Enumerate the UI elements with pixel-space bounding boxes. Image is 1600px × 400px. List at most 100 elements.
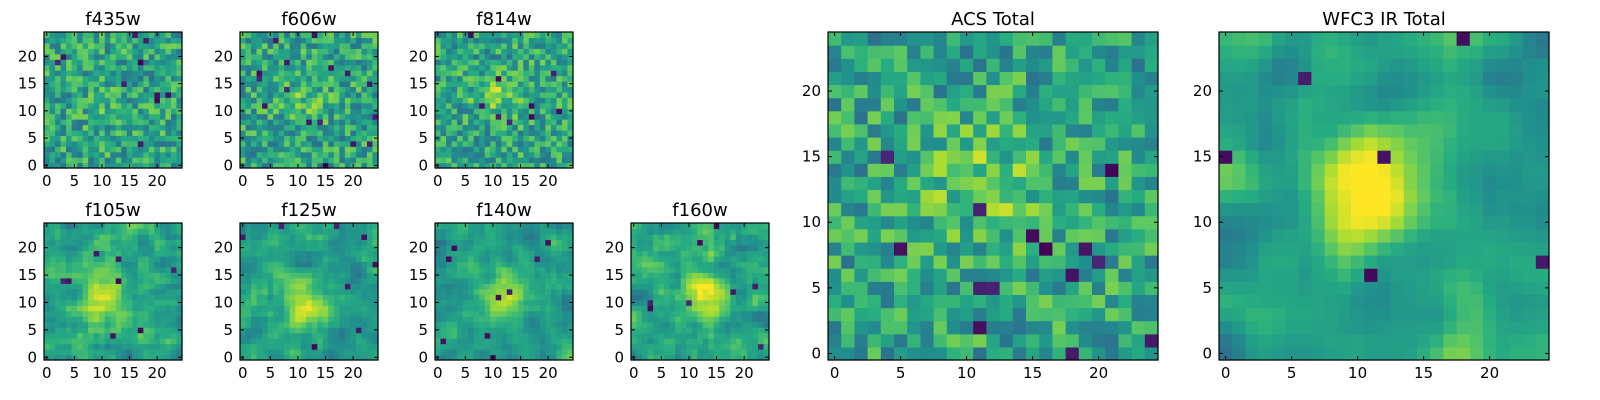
- heatmap-cell: [143, 48, 150, 55]
- heatmap-cell: [71, 299, 78, 306]
- heatmap-cell: [278, 53, 285, 60]
- heatmap-cell: [490, 135, 497, 142]
- heatmap-cell: [484, 316, 491, 323]
- heatmap-cell: [66, 272, 73, 279]
- heatmap-cell: [300, 310, 307, 317]
- heatmap-cell: [137, 53, 144, 60]
- heatmap-cell: [322, 146, 329, 153]
- x-tick-label: 5: [461, 172, 471, 190]
- heatmap-cell: [93, 32, 100, 39]
- heatmap-cell: [311, 338, 318, 345]
- heatmap-cell: [752, 316, 759, 323]
- heatmap-cell: [300, 157, 307, 164]
- heatmap-cell: [446, 80, 453, 87]
- heatmap-cell: [473, 97, 480, 104]
- heatmap-cell: [490, 299, 497, 306]
- heatmap-cell: [295, 349, 302, 356]
- heatmap-cell: [517, 102, 524, 109]
- heatmap-cell: [104, 53, 111, 60]
- heatmap-cell: [457, 151, 464, 158]
- heatmap-cell: [267, 64, 274, 71]
- heatmap-cell: [262, 97, 269, 104]
- heatmap-cell: [88, 162, 95, 169]
- heatmap-cell: [658, 272, 665, 279]
- heatmap-cell: [278, 321, 285, 328]
- heatmap-cell: [245, 151, 252, 158]
- heatmap-cell: [284, 250, 291, 257]
- heatmap-cell: [366, 299, 374, 306]
- heatmap-cell: [176, 59, 183, 66]
- heatmap-cell: [675, 316, 682, 323]
- heatmap-cell: [361, 283, 368, 290]
- heatmap-cell: [986, 294, 1001, 309]
- heatmap-cell: [317, 119, 324, 126]
- heatmap-cell: [240, 316, 247, 323]
- heatmap-cell: [137, 255, 144, 262]
- heatmap-cell: [176, 32, 183, 39]
- heatmap-cell: [468, 338, 475, 345]
- heatmap-cell: [251, 266, 258, 273]
- heatmap-cell: [159, 42, 167, 49]
- heatmap-cell: [697, 250, 704, 257]
- heatmap-cell: [490, 70, 497, 77]
- heatmap-cell: [468, 151, 475, 158]
- heatmap-cell: [636, 277, 643, 284]
- heatmap-cell: [278, 294, 285, 301]
- heatmap-cell: [245, 37, 252, 44]
- heatmap-cell: [126, 75, 133, 82]
- heatmap-cell: [339, 146, 346, 153]
- heatmap-cell: [451, 102, 458, 109]
- heatmap-cell: [658, 349, 665, 356]
- heatmap-cell: [545, 119, 552, 126]
- heatmap-cell: [77, 146, 84, 153]
- heatmap-cell: [567, 288, 574, 295]
- heatmap-cell: [539, 124, 546, 131]
- heatmap-cell: [240, 91, 247, 98]
- heatmap-cell: [880, 150, 895, 164]
- heatmap-cell: [468, 75, 475, 82]
- heatmap-cell: [561, 37, 569, 44]
- heatmap-cell: [333, 272, 340, 279]
- heatmap-cell: [686, 261, 693, 268]
- heatmap-cell: [154, 135, 161, 142]
- heatmap-cell: [60, 146, 67, 153]
- heatmap-cell: [317, 108, 324, 115]
- heatmap-cell: [567, 250, 574, 257]
- heatmap-cell: [350, 338, 357, 345]
- heatmap-cell: [322, 80, 329, 87]
- heatmap-cell: [126, 327, 133, 334]
- heatmap-cell: [350, 288, 357, 295]
- heatmap-cell: [60, 70, 67, 77]
- heatmap-cell: [170, 42, 178, 49]
- heatmap-cell: [735, 233, 742, 241]
- heatmap-cell: [675, 338, 682, 345]
- heatmap-cell: [344, 135, 351, 142]
- heatmap-cell: [468, 327, 475, 334]
- heatmap-cell: [93, 244, 100, 251]
- heatmap-cell: [741, 349, 748, 356]
- heatmap-cell: [506, 250, 513, 257]
- heatmap-cell: [528, 283, 535, 290]
- heatmap-cell: [669, 272, 676, 279]
- heatmap-cell: [278, 327, 285, 334]
- heatmap-cell: [854, 294, 869, 309]
- heatmap-cell: [82, 162, 89, 169]
- heatmap-cell: [132, 70, 139, 77]
- heatmap-cell: [1118, 333, 1133, 348]
- heatmap-cell: [550, 332, 558, 339]
- heatmap-cell: [664, 288, 671, 295]
- heatmap-cell: [490, 316, 497, 323]
- heatmap-cell: [295, 140, 302, 147]
- heatmap-cell: [344, 239, 351, 246]
- heatmap-cell: [946, 176, 961, 191]
- heatmap-cell: [137, 157, 144, 164]
- heatmap-cell: [545, 53, 552, 60]
- heatmap-cell: [512, 327, 519, 334]
- heatmap-cell: [986, 150, 1001, 164]
- heatmap-cell: [361, 91, 368, 98]
- heatmap-cell: [468, 86, 475, 93]
- heatmap-cell: [446, 70, 453, 77]
- heatmap-cell: [300, 146, 307, 153]
- heatmap-cell: [110, 354, 117, 361]
- heatmap-cell: [278, 151, 285, 158]
